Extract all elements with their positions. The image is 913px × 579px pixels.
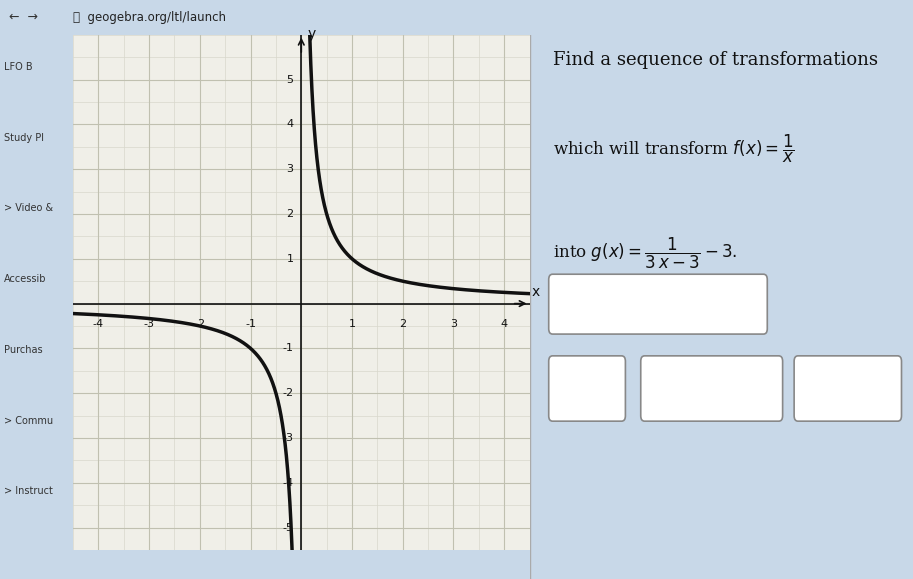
Text: > Video &: > Video & <box>4 203 53 214</box>
Text: 4: 4 <box>287 119 294 129</box>
Text: -3: -3 <box>143 319 154 329</box>
Text: 2: 2 <box>287 209 294 219</box>
Text: 5: 5 <box>287 75 294 85</box>
Text: -4: -4 <box>93 319 104 329</box>
Text: -5: -5 <box>283 523 294 533</box>
Text: ←  →: ← → <box>9 11 38 24</box>
Text: 2: 2 <box>399 319 406 329</box>
FancyBboxPatch shape <box>641 356 782 421</box>
Text: which will transform $f(x) = \dfrac{1}{x}$: which will transform $f(x) = \dfrac{1}{x… <box>552 133 794 165</box>
Text: -3: -3 <box>283 433 294 443</box>
Text: > Commu: > Commu <box>4 416 53 426</box>
Text: 3: 3 <box>450 319 457 329</box>
Text: > Instruct: > Instruct <box>4 486 53 496</box>
Text: Find a sequence of transformations: Find a sequence of transformations <box>552 51 877 69</box>
FancyBboxPatch shape <box>549 274 767 334</box>
Text: y: y <box>308 27 316 41</box>
Text: Accessib: Accessib <box>4 274 47 284</box>
Text: 3: 3 <box>287 164 294 174</box>
Text: 4: 4 <box>500 319 508 329</box>
Text: 1: 1 <box>349 319 355 329</box>
FancyBboxPatch shape <box>549 356 625 421</box>
Text: Study Pl: Study Pl <box>4 133 44 142</box>
Text: LFO B: LFO B <box>4 62 32 72</box>
Text: ⬜  geogebra.org/ltl/launch: ⬜ geogebra.org/ltl/launch <box>73 11 226 24</box>
Text: -4: -4 <box>282 478 294 488</box>
Text: Transform: Transform <box>667 380 756 397</box>
Text: Shift right by ▾: Shift right by ▾ <box>568 297 684 311</box>
Text: -2: -2 <box>282 388 294 398</box>
Text: x: x <box>532 284 540 299</box>
Text: -1: -1 <box>283 343 294 353</box>
Text: Purchas: Purchas <box>4 345 42 355</box>
Text: -2: -2 <box>194 319 205 329</box>
Text: -1: -1 <box>245 319 256 329</box>
Text: into $g(x) = \dfrac{1}{3\,x - 3} - 3.$: into $g(x) = \dfrac{1}{3\,x - 3} - 3.$ <box>552 236 737 272</box>
Text: Reset: Reset <box>824 380 872 397</box>
FancyBboxPatch shape <box>794 356 901 421</box>
Text: 1: 1 <box>287 254 294 264</box>
